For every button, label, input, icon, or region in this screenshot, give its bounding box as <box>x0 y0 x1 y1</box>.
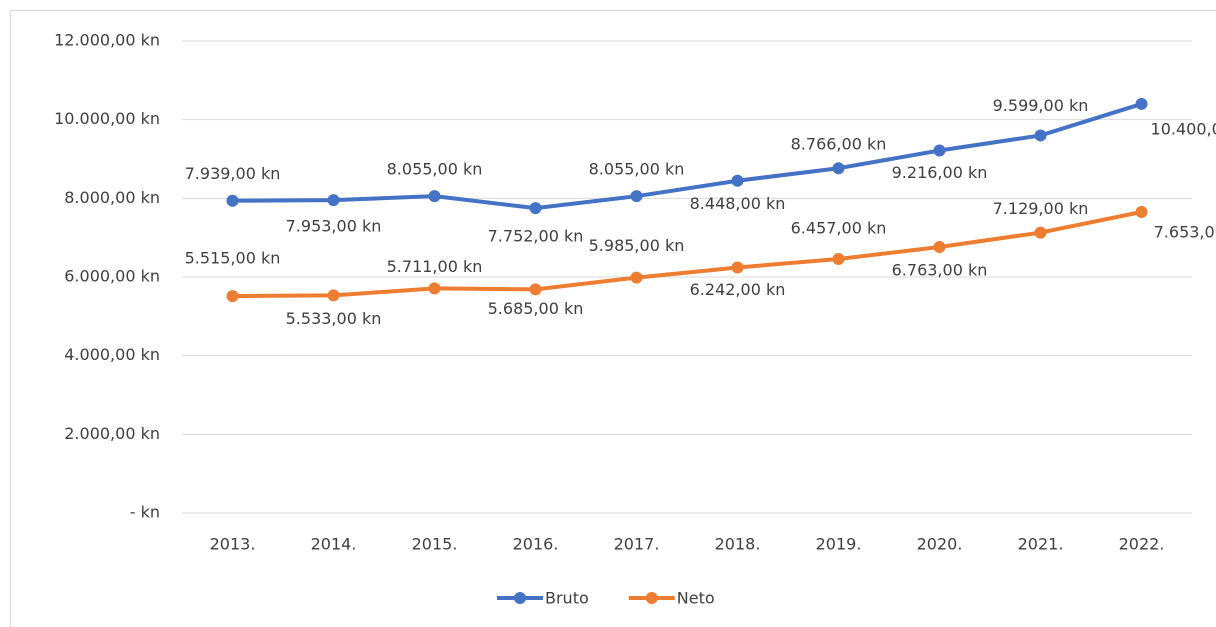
x-tick-label: 2019. <box>816 535 862 554</box>
data-label: 6.763,00 kn <box>892 260 988 279</box>
data-point <box>933 144 946 157</box>
data-label: 5.985,00 kn <box>589 236 685 255</box>
data-label: 7.953,00 kn <box>286 217 382 236</box>
data-label: 8.766,00 kn <box>791 135 887 154</box>
series-line <box>232 210 1142 299</box>
data-point <box>630 190 643 203</box>
data-point <box>731 174 744 187</box>
x-tick-label: 2015. <box>412 535 458 554</box>
data-label: 5.515,00 kn <box>185 249 281 268</box>
data-point <box>428 282 441 295</box>
data-point <box>226 194 239 207</box>
data-point <box>529 202 542 215</box>
data-point <box>226 290 239 303</box>
data-label: 5.533,00 kn <box>286 309 382 328</box>
data-point <box>327 289 340 302</box>
data-point <box>1034 226 1047 239</box>
y-tick-label: - kn <box>130 503 160 522</box>
data-label: 7.939,00 kn <box>185 164 281 183</box>
x-tick-label: 2020. <box>917 535 963 554</box>
y-tick-label: 10.000,00 kn <box>54 109 160 128</box>
data-label: 10.400,00 kn <box>1151 119 1216 138</box>
y-tick-label: 12.000,00 kn <box>54 31 160 50</box>
x-tick-label: 2017. <box>614 535 660 554</box>
data-label: 6.242,00 kn <box>690 280 786 299</box>
x-tick-label: 2021. <box>1018 535 1064 554</box>
y-tick-label: 2.000,00 kn <box>64 424 160 443</box>
data-point <box>529 283 542 296</box>
data-point <box>630 271 643 284</box>
chart-frame <box>10 10 1216 627</box>
data-label: 7.653,00 kn <box>1154 222 1216 241</box>
data-point <box>1135 97 1148 110</box>
data-point <box>731 261 744 274</box>
data-label: 8.055,00 kn <box>589 160 685 179</box>
data-label: 9.599,00 kn <box>993 96 1089 115</box>
data-point <box>1034 129 1047 142</box>
x-tick-label: 2018. <box>715 535 761 554</box>
data-label: 8.055,00 kn <box>387 160 483 179</box>
data-point <box>832 162 845 175</box>
data-point <box>832 253 845 266</box>
data-point <box>428 190 441 203</box>
data-point <box>1135 205 1148 218</box>
y-tick-label: 8.000,00 kn <box>64 188 160 207</box>
data-point <box>327 194 340 207</box>
data-label: 8.448,00 kn <box>690 194 786 213</box>
data-label: 7.129,00 kn <box>993 199 1089 218</box>
data-label: 5.711,00 kn <box>387 257 483 276</box>
x-tick-label: 2022. <box>1119 535 1165 554</box>
legend-marker <box>645 592 658 604</box>
data-point <box>933 240 946 253</box>
y-tick-label: 6.000,00 kn <box>64 267 160 286</box>
legend-label: Bruto <box>545 589 589 608</box>
legend-label: Neto <box>677 589 715 608</box>
y-tick-label: 4.000,00 kn <box>64 345 160 364</box>
data-label: 6.457,00 kn <box>791 219 887 238</box>
x-tick-label: 2013. <box>210 535 256 554</box>
series-line <box>232 102 1143 211</box>
legend-marker <box>514 592 526 604</box>
x-tick-label: 2016. <box>513 535 559 554</box>
data-label: 5.685,00 kn <box>488 299 584 318</box>
x-tick-label: 2014. <box>311 535 357 554</box>
data-label: 7.752,00 kn <box>488 227 584 246</box>
data-label: 9.216,00 kn <box>892 163 988 182</box>
